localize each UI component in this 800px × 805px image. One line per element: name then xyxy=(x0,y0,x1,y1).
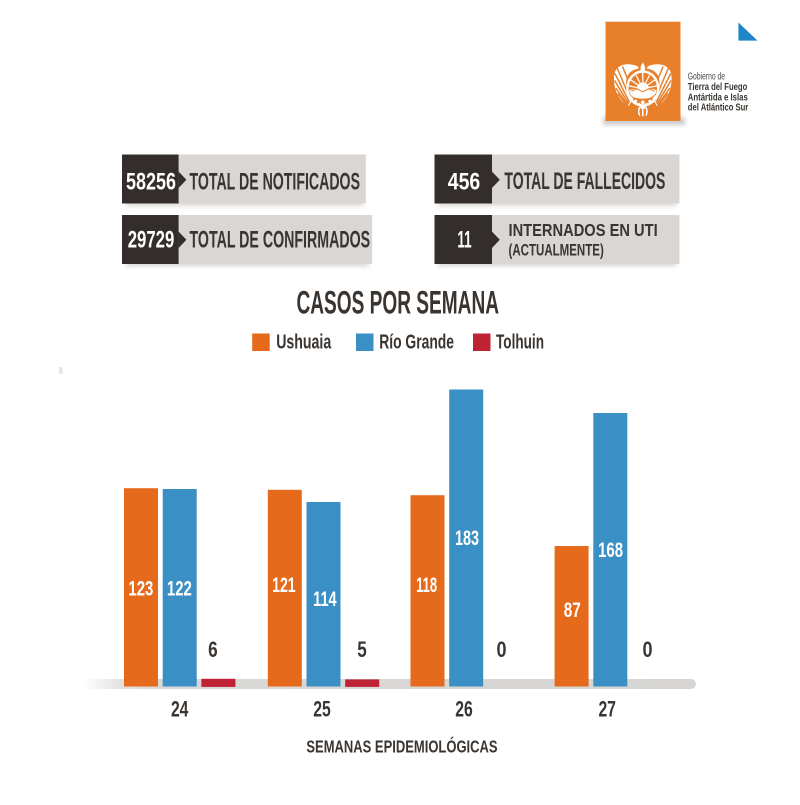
svg-text:TOTAL DE CONFIRMADOS: TOTAL DE CONFIRMADOS xyxy=(190,227,371,254)
svg-text:Tierra del Fuego: Tierra del Fuego xyxy=(688,82,748,93)
svg-text:5: 5 xyxy=(357,637,367,662)
svg-text:Ushuaia: Ushuaia xyxy=(276,331,332,353)
svg-text:TOTAL DE FALLECIDOS: TOTAL DE FALLECIDOS xyxy=(504,168,665,195)
svg-text:Río Grande: Río Grande xyxy=(379,331,454,353)
svg-text:87: 87 xyxy=(564,598,581,622)
svg-text:114: 114 xyxy=(313,587,337,611)
svg-text:168: 168 xyxy=(598,538,623,562)
svg-text:122: 122 xyxy=(167,577,192,601)
svg-text:Tolhuin: Tolhuin xyxy=(496,331,544,353)
svg-text:Gobierno de: Gobierno de xyxy=(688,71,726,82)
svg-text:123: 123 xyxy=(128,576,153,600)
svg-text:(ACTUALMENTE): (ACTUALMENTE) xyxy=(509,241,604,259)
svg-text:456: 456 xyxy=(448,169,481,196)
svg-text:58256: 58256 xyxy=(126,169,176,196)
svg-text:27: 27 xyxy=(598,697,616,722)
svg-text:CASOS POR SEMANA: CASOS POR SEMANA xyxy=(297,284,500,320)
svg-text:SEMANAS EPIDEMIOLÓGICAS: SEMANAS EPIDEMIOLÓGICAS xyxy=(306,736,497,756)
svg-text:24: 24 xyxy=(171,697,189,722)
svg-text:26: 26 xyxy=(455,697,473,722)
svg-text:121: 121 xyxy=(272,573,296,597)
svg-text:25: 25 xyxy=(313,697,331,722)
svg-text:118: 118 xyxy=(416,573,437,597)
svg-text:TOTAL DE NOTIFICADOS: TOTAL DE NOTIFICADOS xyxy=(190,169,361,196)
svg-text:29729: 29729 xyxy=(128,227,175,254)
svg-text:6: 6 xyxy=(208,637,218,662)
svg-text:Antártida e Islas: Antártida e Islas xyxy=(688,92,748,103)
svg-text:0: 0 xyxy=(643,637,653,662)
svg-text:11: 11 xyxy=(457,227,471,254)
svg-text:183: 183 xyxy=(455,526,479,550)
svg-text:INTERNADOS EN UTI: INTERNADOS EN UTI xyxy=(509,220,658,240)
svg-text:del Atlántico Sur: del Atlántico Sur xyxy=(688,103,749,114)
svg-text:0: 0 xyxy=(497,637,507,662)
